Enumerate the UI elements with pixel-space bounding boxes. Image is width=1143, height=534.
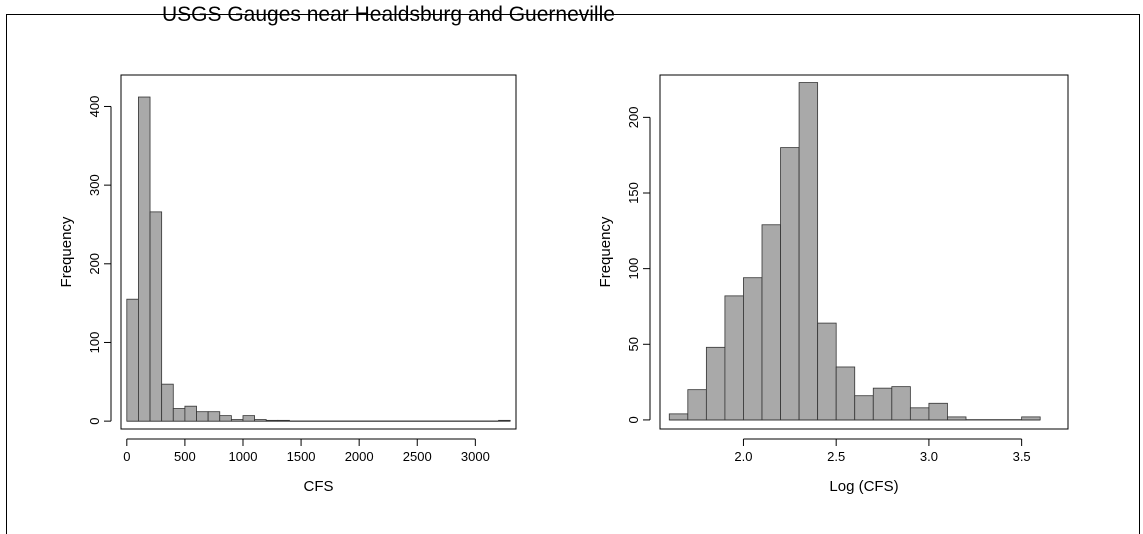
cfs-ytick-label-4: 400	[87, 96, 102, 118]
figure-frame: USGS Gauges near Healdsburg and Guernevi…	[6, 3, 1140, 534]
logcfs-ytick-label-3: 150	[626, 182, 641, 204]
cfs-xlabel: CFS	[304, 478, 334, 495]
logcfs-bar-6	[780, 147, 800, 421]
page-title: USGS Gauges near Healdsburg and Guernevi…	[162, 3, 615, 26]
logcfs-ylabel: Frequency	[597, 216, 614, 287]
logcfs-plot-border	[659, 74, 1069, 430]
cfs-bar-13	[277, 419, 290, 422]
logcfs-xtick-label-0: 2.0	[734, 449, 752, 464]
logcfs-bar-14	[928, 402, 948, 421]
logcfs-bar-8	[817, 322, 837, 421]
logcfs-xtick-label-2: 3.0	[920, 449, 938, 464]
cfs-xtick-label-1: 500	[174, 449, 196, 464]
cfs-bar-14	[498, 419, 511, 422]
logcfs-bar-4	[743, 277, 763, 421]
logcfs-xlabel: Log (CFS)	[829, 478, 898, 495]
histogram-log-cfs: 2.0 2.5 3.0 3.5 0 50 100 150 200 Log (CFS) Frequen…	[597, 74, 1069, 495]
logcfs-ytick-label-1: 50	[626, 337, 641, 351]
cfs-xtick-label-2: 1000	[229, 449, 258, 464]
logcfs-xtick-label-1: 2.5	[827, 449, 845, 464]
logcfs-bar-3	[724, 295, 744, 421]
logcfs-bar-1	[687, 389, 707, 421]
logcfs-ytick-label-2: 100	[626, 258, 641, 280]
logcfs-bar-15	[947, 416, 967, 421]
histogram-cfs: 0 500 1000 1500 2000 2500 3000 0 100 200 300 400 CFS…	[58, 74, 517, 495]
cfs-xtick-label-3: 1500	[287, 449, 316, 464]
cfs-ylabel: Frequency	[58, 216, 75, 287]
cfs-bar-3	[161, 383, 174, 422]
cfs-xtick-label-5: 2500	[403, 449, 432, 464]
logcfs-bar-16	[1021, 416, 1041, 421]
logcfs-bar-13	[909, 407, 930, 421]
logcfs-bar-10	[854, 395, 874, 421]
cfs-ytick-label-1: 100	[87, 332, 102, 354]
logcfs-bar-12	[891, 386, 911, 421]
cfs-ytick-label-0: 0	[87, 418, 102, 425]
cfs-ytick-label-2: 200	[87, 253, 102, 275]
logcfs-xtick-label-3: 3.5	[1013, 449, 1031, 464]
logcfs-bar-11	[872, 387, 893, 421]
cfs-plot-border	[120, 74, 517, 430]
logcfs-bar-9	[835, 366, 856, 421]
cfs-xtick-label-4: 2000	[345, 449, 374, 464]
logcfs-bar-7	[798, 82, 819, 421]
cfs-xtick-label-6: 3000	[461, 449, 490, 464]
cfs-bar-10	[242, 415, 256, 422]
cfs-bar-8	[219, 415, 232, 422]
logcfs-bar-5	[761, 224, 781, 421]
logcfs-bar-0	[668, 413, 689, 421]
cfs-bar-2	[149, 211, 163, 422]
cfs-xtick-label-0: 0	[123, 449, 130, 464]
logcfs-ytick-label-0: 0	[626, 416, 641, 423]
logcfs-ytick-label-4: 200	[626, 107, 641, 129]
logcfs-bar-2	[705, 346, 726, 421]
cfs-ytick-label-3: 300	[87, 174, 102, 196]
